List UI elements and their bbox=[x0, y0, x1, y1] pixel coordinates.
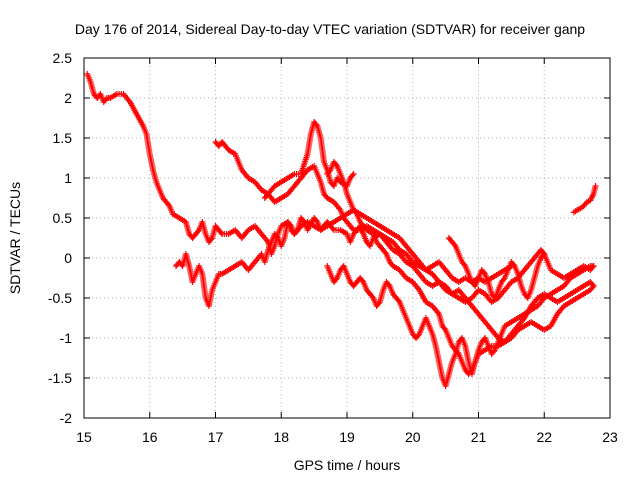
data-point bbox=[352, 209, 359, 216]
x-tick-label: 20 bbox=[405, 429, 421, 445]
data-point bbox=[590, 263, 597, 269]
series-track-g bbox=[445, 235, 597, 301]
data-point bbox=[415, 332, 422, 339]
data-point bbox=[194, 228, 201, 235]
y-tick-label: 1.5 bbox=[53, 130, 73, 146]
y-tick-label: 0.5 bbox=[53, 210, 73, 226]
x-tick-label: 17 bbox=[208, 429, 224, 445]
x-tick-label: 19 bbox=[339, 429, 355, 445]
data-point bbox=[461, 261, 468, 268]
data-point bbox=[217, 229, 224, 236]
data-point bbox=[382, 249, 389, 256]
grid-lines bbox=[84, 58, 610, 418]
y-tick-label: 2.5 bbox=[53, 50, 73, 66]
data-point bbox=[287, 221, 294, 228]
x-tick-label: 23 bbox=[602, 429, 618, 445]
data-point bbox=[490, 348, 497, 355]
y-tick-label: 1 bbox=[64, 170, 72, 186]
y-tick-label: -1 bbox=[60, 330, 73, 346]
data-point bbox=[589, 281, 596, 288]
data-point bbox=[329, 225, 336, 232]
series-track-d bbox=[261, 119, 357, 201]
x-axis-label: GPS time / hours bbox=[294, 457, 401, 473]
y-axis-label: SDTVAR / TECUs bbox=[7, 182, 23, 294]
data-point bbox=[375, 300, 382, 307]
data-point bbox=[369, 293, 376, 300]
x-tick-label: 15 bbox=[76, 429, 92, 445]
x-tick-label: 21 bbox=[471, 429, 487, 445]
series-track-c bbox=[212, 139, 548, 305]
data-point bbox=[326, 168, 333, 175]
data-point bbox=[293, 228, 300, 235]
axis-ticks: 15 16 17 18 19 20 21 22 23 2.5 2 1.5 1 0.5 0 -0.5 -1 -1.5… bbox=[48, 50, 618, 445]
data-point bbox=[333, 161, 340, 168]
data-point bbox=[451, 241, 458, 248]
data-point bbox=[589, 264, 596, 271]
y-tick-label: 2 bbox=[64, 90, 72, 106]
x-tick-label: 22 bbox=[536, 429, 552, 445]
data-point bbox=[349, 172, 356, 179]
data-point bbox=[385, 281, 392, 288]
data-point bbox=[359, 277, 366, 284]
data-point bbox=[500, 276, 507, 283]
chart-title: Day 176 of 2014, Sidereal Day-to-day VTE… bbox=[75, 21, 585, 37]
x-tick-label: 16 bbox=[142, 429, 158, 445]
data-point bbox=[333, 276, 340, 283]
data-point bbox=[102, 96, 109, 103]
y-tick-label: -1.5 bbox=[48, 370, 72, 386]
data-point bbox=[350, 171, 357, 177]
data-point bbox=[592, 183, 599, 189]
data-point bbox=[313, 217, 320, 224]
data-point bbox=[208, 236, 215, 243]
data-point bbox=[273, 233, 280, 240]
data-point bbox=[395, 297, 402, 304]
series-track-f bbox=[324, 263, 597, 389]
y-tick-label: -0.5 bbox=[48, 290, 72, 306]
y-tick-label: -2 bbox=[60, 410, 73, 426]
data-point bbox=[441, 325, 448, 332]
data-point bbox=[313, 121, 320, 128]
series-track-h bbox=[570, 183, 599, 216]
data-point bbox=[590, 283, 597, 289]
data-point bbox=[480, 269, 487, 276]
data-marks bbox=[84, 71, 599, 389]
data-point bbox=[510, 261, 517, 268]
x-tick-label: 18 bbox=[273, 429, 289, 445]
data-point bbox=[300, 217, 307, 224]
y-tick-label: 0 bbox=[64, 250, 72, 266]
